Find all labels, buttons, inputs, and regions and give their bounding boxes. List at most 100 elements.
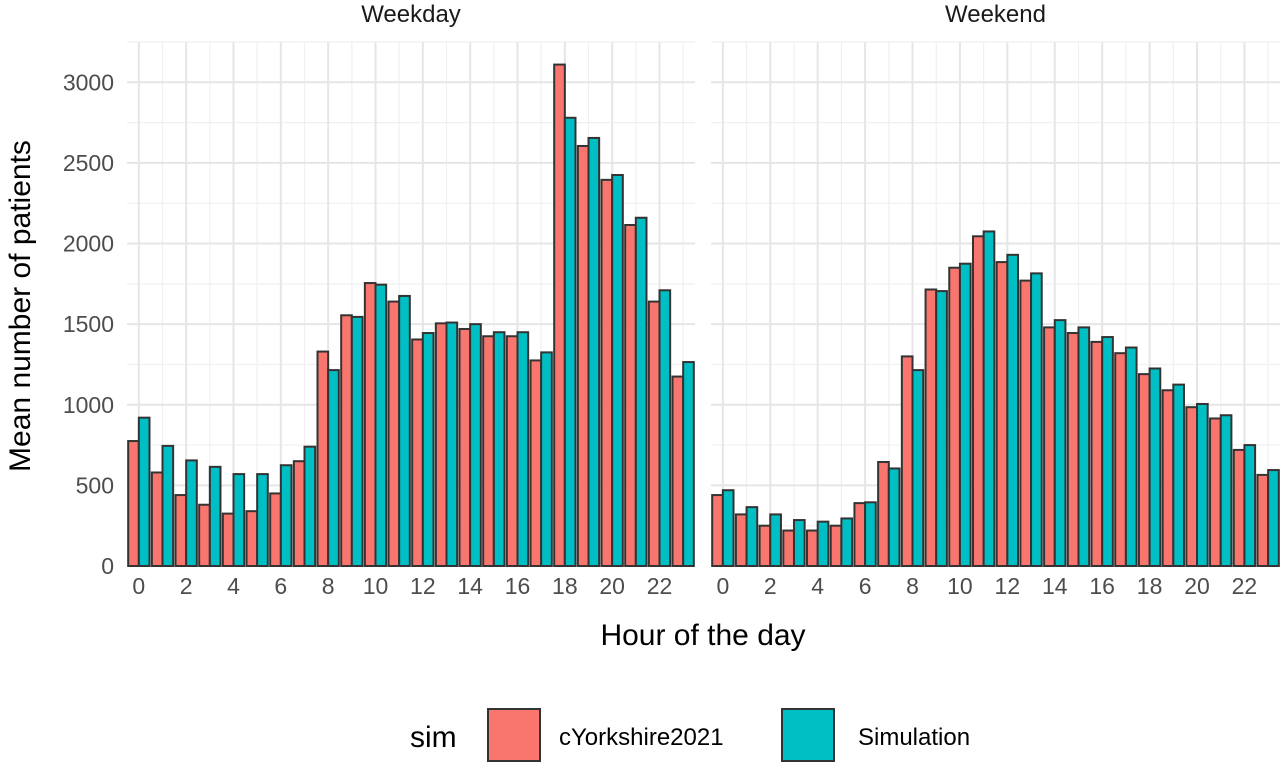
bar-weekday-simulation-hour-17	[540, 351, 553, 567]
bar-weekend-cyorkshire2021-hour-2	[758, 524, 772, 568]
bar-weekday-cyorkshire2021-hour-11	[387, 300, 401, 567]
legend-label-cyorkshire2021: cYorkshire2021	[559, 724, 724, 751]
legend: sim cYorkshire2021 Simulation	[410, 708, 970, 762]
x-tick-label: 12	[410, 573, 436, 599]
legend-key-cyorkshire2021	[487, 708, 541, 762]
y-tick-label: 3000	[63, 69, 114, 95]
bar-weekday-simulation-hour-9	[350, 315, 364, 567]
bar-weekend-cyorkshire2021-hour-5	[829, 524, 843, 568]
bar-weekday-cyorkshire2021-hour-13	[434, 322, 448, 567]
bar-weekend-simulation-hour-18	[1148, 367, 1162, 567]
bar-weekday-cyorkshire2021-hour-10	[363, 282, 377, 567]
bar-weekday-simulation-hour-8	[327, 369, 340, 567]
x-tick-label: 2	[764, 573, 777, 599]
bar-weekday-cyorkshire2021-hour-4	[221, 512, 235, 567]
bar-weekday-cyorkshire2021-hour-5	[245, 510, 259, 568]
bar-weekday-cyorkshire2021-hour-17	[529, 359, 543, 567]
bar-weekend-cyorkshire2021-hour-23	[1256, 473, 1270, 567]
bar-weekday-cyorkshire2021-hour-21	[624, 223, 637, 567]
bar-weekend-simulation-hour-6	[864, 501, 877, 567]
bar-weekend-cyorkshire2021-hour-11	[971, 235, 985, 567]
bar-weekend-simulation-hour-19	[1172, 383, 1185, 567]
bar-weekend-simulation-hour-12	[1006, 253, 1020, 567]
legend-title: sim	[410, 721, 457, 754]
bar-weekend-simulation-hour-0	[721, 489, 735, 567]
bar-weekend-cyorkshire2021-hour-19	[1161, 389, 1175, 567]
bar-weekend-cyorkshire2021-hour-22	[1232, 448, 1246, 567]
bar-weekend-cyorkshire2021-hour-3	[782, 529, 795, 568]
x-tick-label: 18	[1137, 573, 1163, 599]
x-tick-label: 6	[274, 573, 287, 599]
bar-weekday-simulation-hour-14	[469, 323, 482, 567]
bar-weekend-simulation-hour-7	[887, 467, 901, 567]
x-tick-label: 16	[505, 573, 531, 599]
x-tick-label: 16	[1089, 573, 1115, 599]
bar-weekend-cyorkshire2021-hour-16	[1090, 340, 1104, 567]
bar-weekday-cyorkshire2021-hour-6	[269, 492, 282, 568]
x-tick-label: 20	[1184, 573, 1210, 599]
bar-weekday-cyorkshire2021-hour-7	[292, 460, 306, 568]
y-tick-label: 1500	[63, 311, 114, 337]
bar-weekend-simulation-hour-9	[935, 290, 948, 567]
bar-weekday-cyorkshire2021-hour-18	[553, 63, 566, 568]
bar-weekday-cyorkshire2021-hour-14	[458, 327, 472, 568]
bar-weekend-simulation-hour-8	[911, 369, 925, 567]
bar-weekday-simulation-hour-23	[682, 361, 695, 568]
facet-title-weekday: Weekday	[361, 1, 461, 28]
bar-weekend-cyorkshire2021-hour-17	[1114, 352, 1127, 567]
bar-weekday-cyorkshire2021-hour-2	[174, 494, 188, 568]
bar-weekend-simulation-hour-11	[982, 230, 996, 567]
bar-weekend-simulation-hour-22	[1243, 444, 1257, 568]
bar-weekend-cyorkshire2021-hour-20	[1185, 406, 1199, 567]
bar-weekend-cyorkshire2021-hour-7	[877, 461, 890, 568]
bar-weekday-simulation-hour-15	[492, 331, 506, 568]
x-axis-title: Hour of the day	[600, 619, 805, 652]
bar-weekday-cyorkshire2021-hour-15	[482, 335, 495, 567]
bar-weekday-simulation-hour-13	[445, 321, 459, 567]
bar-weekday-cyorkshire2021-hour-16	[505, 335, 519, 567]
bar-weekday-simulation-hour-16	[516, 331, 530, 568]
bar-weekday-cyorkshire2021-hour-0	[127, 440, 140, 567]
x-tick-label: 6	[859, 573, 872, 599]
bar-weekday-simulation-hour-2	[185, 459, 198, 568]
bar-weekday-cyorkshire2021-hour-23	[671, 375, 685, 567]
bar-weekend-cyorkshire2021-hour-18	[1137, 373, 1151, 567]
x-tick-label: 0	[132, 573, 145, 599]
bar-weekday-simulation-hour-3	[208, 465, 222, 567]
bar-weekend-cyorkshire2021-hour-14	[1043, 326, 1056, 567]
x-tick-label: 14	[457, 573, 483, 599]
bar-weekend-simulation-hour-21	[1219, 414, 1233, 567]
x-tick-label: 4	[811, 573, 824, 599]
bar-weekend-simulation-hour-14	[1053, 319, 1067, 567]
bar-weekday-cyorkshire2021-hour-8	[316, 350, 330, 567]
bar-weekday-simulation-hour-6	[279, 464, 293, 568]
x-tick-label: 18	[552, 573, 578, 599]
bar-weekend-simulation-hour-16	[1101, 336, 1114, 567]
bar-weekend-simulation-hour-13	[1030, 272, 1043, 567]
bar-weekday-simulation-hour-12	[421, 332, 435, 567]
bar-weekday-cyorkshire2021-hour-22	[647, 300, 661, 567]
x-tick-label: 0	[716, 573, 729, 599]
bar-weekday-cyorkshire2021-hour-20	[600, 178, 614, 568]
x-tick-label: 22	[1232, 573, 1258, 599]
bar-weekend-simulation-hour-15	[1077, 326, 1091, 567]
bar-weekday-cyorkshire2021-hour-12	[411, 338, 424, 567]
bar-weekend-cyorkshire2021-hour-4	[806, 529, 819, 568]
facet-title-weekend: Weekend	[945, 1, 1046, 28]
bar-weekday-cyorkshire2021-hour-9	[340, 314, 353, 568]
bar-weekday-cyorkshire2021-hour-1	[150, 471, 164, 567]
x-tick-label: 4	[227, 573, 240, 599]
bar-weekend-cyorkshire2021-hour-1	[734, 513, 748, 567]
bar-weekend-simulation-hour-4	[816, 520, 830, 568]
legend-label-simulation: Simulation	[858, 724, 970, 751]
bar-weekend-cyorkshire2021-hour-13	[1019, 279, 1033, 567]
bar-weekday-simulation-hour-11	[398, 294, 411, 567]
bar-weekday-simulation-hour-1	[161, 444, 175, 568]
bar-weekday-simulation-hour-19	[587, 136, 601, 567]
x-tick-label: 14	[1042, 573, 1068, 599]
y-tick-label: 2000	[63, 231, 114, 257]
x-tick-label: 20	[599, 573, 625, 599]
